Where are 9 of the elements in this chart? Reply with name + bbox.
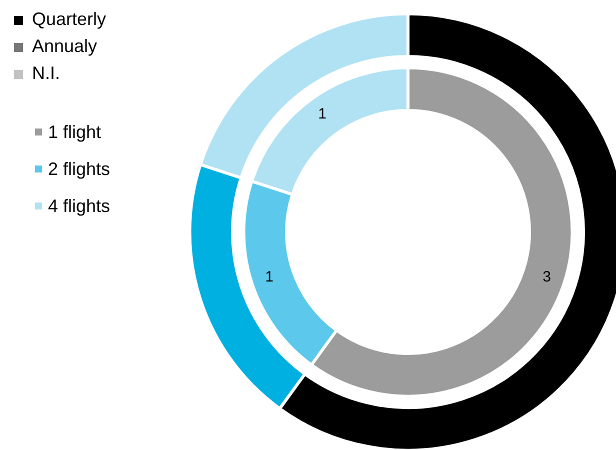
legend-label: 2 flights: [48, 159, 110, 179]
text: Quarterly: [32, 9, 106, 29]
data-label: 3: [542, 268, 551, 286]
data-label: 1: [265, 268, 274, 286]
legend-label: 4 flights: [48, 196, 110, 216]
text: N.I.: [32, 63, 60, 83]
text: Annualy: [32, 36, 98, 56]
data-label: 1: [318, 105, 326, 122]
legend-label: 1 flight: [48, 122, 102, 142]
